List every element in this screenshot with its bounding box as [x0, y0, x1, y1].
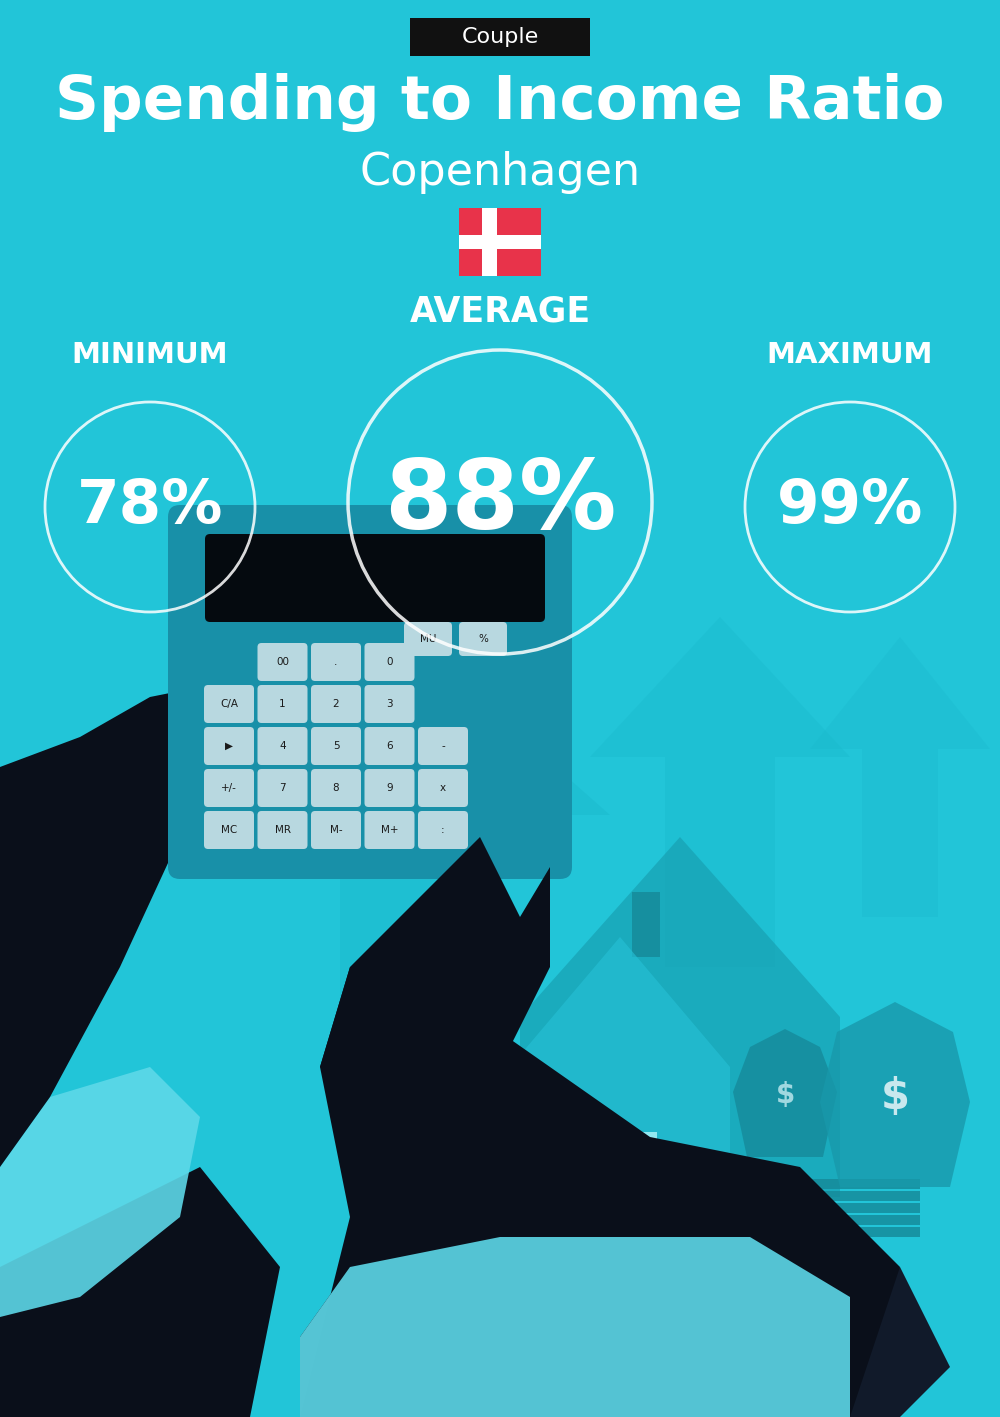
FancyBboxPatch shape: [258, 769, 308, 808]
Text: %: %: [478, 633, 488, 643]
Bar: [800, 1179, 920, 1189]
Text: AVERAGE: AVERAGE: [409, 295, 591, 329]
Text: MAXIMUM: MAXIMUM: [767, 341, 933, 368]
Bar: [625, 1132, 657, 1217]
Text: x: x: [440, 784, 446, 794]
Polygon shape: [320, 837, 550, 1117]
FancyBboxPatch shape: [404, 622, 452, 656]
Polygon shape: [520, 837, 840, 1017]
Text: Couple: Couple: [461, 27, 539, 47]
FancyBboxPatch shape: [364, 684, 414, 723]
FancyBboxPatch shape: [258, 643, 308, 682]
Polygon shape: [810, 638, 990, 750]
Text: Copenhagen: Copenhagen: [359, 150, 641, 194]
Bar: [459, 208, 541, 276]
Text: Spending to Income Ratio: Spending to Income Ratio: [55, 72, 945, 132]
Polygon shape: [510, 937, 730, 1067]
FancyBboxPatch shape: [311, 811, 361, 849]
FancyBboxPatch shape: [204, 811, 254, 849]
Bar: [632, 891, 660, 956]
FancyBboxPatch shape: [205, 534, 545, 622]
Text: MR: MR: [274, 825, 290, 835]
Bar: [520, 1017, 840, 1197]
Bar: [800, 1192, 920, 1202]
FancyBboxPatch shape: [258, 727, 308, 765]
Polygon shape: [230, 648, 610, 815]
Polygon shape: [820, 1002, 970, 1187]
Text: M-: M-: [330, 825, 342, 835]
Bar: [862, 750, 938, 917]
Text: MU: MU: [420, 633, 436, 643]
Bar: [340, 815, 500, 1067]
Polygon shape: [300, 1237, 950, 1417]
Bar: [583, 1132, 615, 1217]
Bar: [459, 235, 541, 249]
FancyBboxPatch shape: [418, 811, 468, 849]
FancyBboxPatch shape: [311, 769, 361, 808]
Bar: [800, 1227, 920, 1237]
Polygon shape: [590, 616, 850, 757]
FancyBboxPatch shape: [459, 622, 507, 656]
Polygon shape: [0, 1067, 200, 1316]
Text: 6: 6: [386, 741, 393, 751]
FancyBboxPatch shape: [204, 684, 254, 723]
Text: C/A: C/A: [220, 699, 238, 708]
FancyBboxPatch shape: [204, 769, 254, 808]
Bar: [665, 757, 775, 966]
Text: 78%: 78%: [77, 478, 223, 537]
Bar: [800, 1214, 920, 1226]
Bar: [800, 1203, 920, 1213]
Text: ▶: ▶: [225, 741, 233, 751]
Text: 5: 5: [333, 741, 339, 751]
Text: 99%: 99%: [777, 478, 923, 537]
Polygon shape: [0, 1168, 280, 1417]
Text: :: :: [441, 825, 445, 835]
FancyBboxPatch shape: [311, 643, 361, 682]
FancyBboxPatch shape: [311, 684, 361, 723]
FancyBboxPatch shape: [410, 18, 590, 57]
Text: $: $: [775, 1081, 795, 1110]
FancyBboxPatch shape: [418, 769, 468, 808]
Text: MINIMUM: MINIMUM: [72, 341, 228, 368]
FancyBboxPatch shape: [364, 727, 414, 765]
Polygon shape: [0, 687, 210, 1168]
Text: -: -: [441, 741, 445, 751]
Text: 00: 00: [276, 657, 289, 667]
Bar: [510, 1067, 730, 1217]
FancyBboxPatch shape: [168, 504, 572, 879]
Text: 88%: 88%: [384, 455, 616, 548]
Text: 8: 8: [333, 784, 339, 794]
FancyBboxPatch shape: [258, 811, 308, 849]
FancyBboxPatch shape: [364, 769, 414, 808]
Text: M+: M+: [381, 825, 398, 835]
Text: +/-: +/-: [221, 784, 237, 794]
Text: 4: 4: [279, 741, 286, 751]
Text: 3: 3: [386, 699, 393, 708]
Text: 9: 9: [386, 784, 393, 794]
FancyBboxPatch shape: [364, 643, 414, 682]
Text: 0: 0: [386, 657, 393, 667]
Text: MC: MC: [221, 825, 237, 835]
FancyBboxPatch shape: [311, 727, 361, 765]
Text: 1: 1: [279, 699, 286, 708]
FancyBboxPatch shape: [204, 727, 254, 765]
Polygon shape: [733, 1029, 837, 1158]
Text: 7: 7: [279, 784, 286, 794]
FancyBboxPatch shape: [418, 727, 468, 765]
Text: $: $: [880, 1076, 909, 1118]
FancyBboxPatch shape: [364, 811, 414, 849]
Text: 2: 2: [333, 699, 339, 708]
Polygon shape: [300, 1237, 850, 1417]
Text: .: .: [334, 657, 338, 667]
FancyBboxPatch shape: [258, 684, 308, 723]
Polygon shape: [300, 966, 900, 1417]
Bar: [482, 208, 497, 276]
